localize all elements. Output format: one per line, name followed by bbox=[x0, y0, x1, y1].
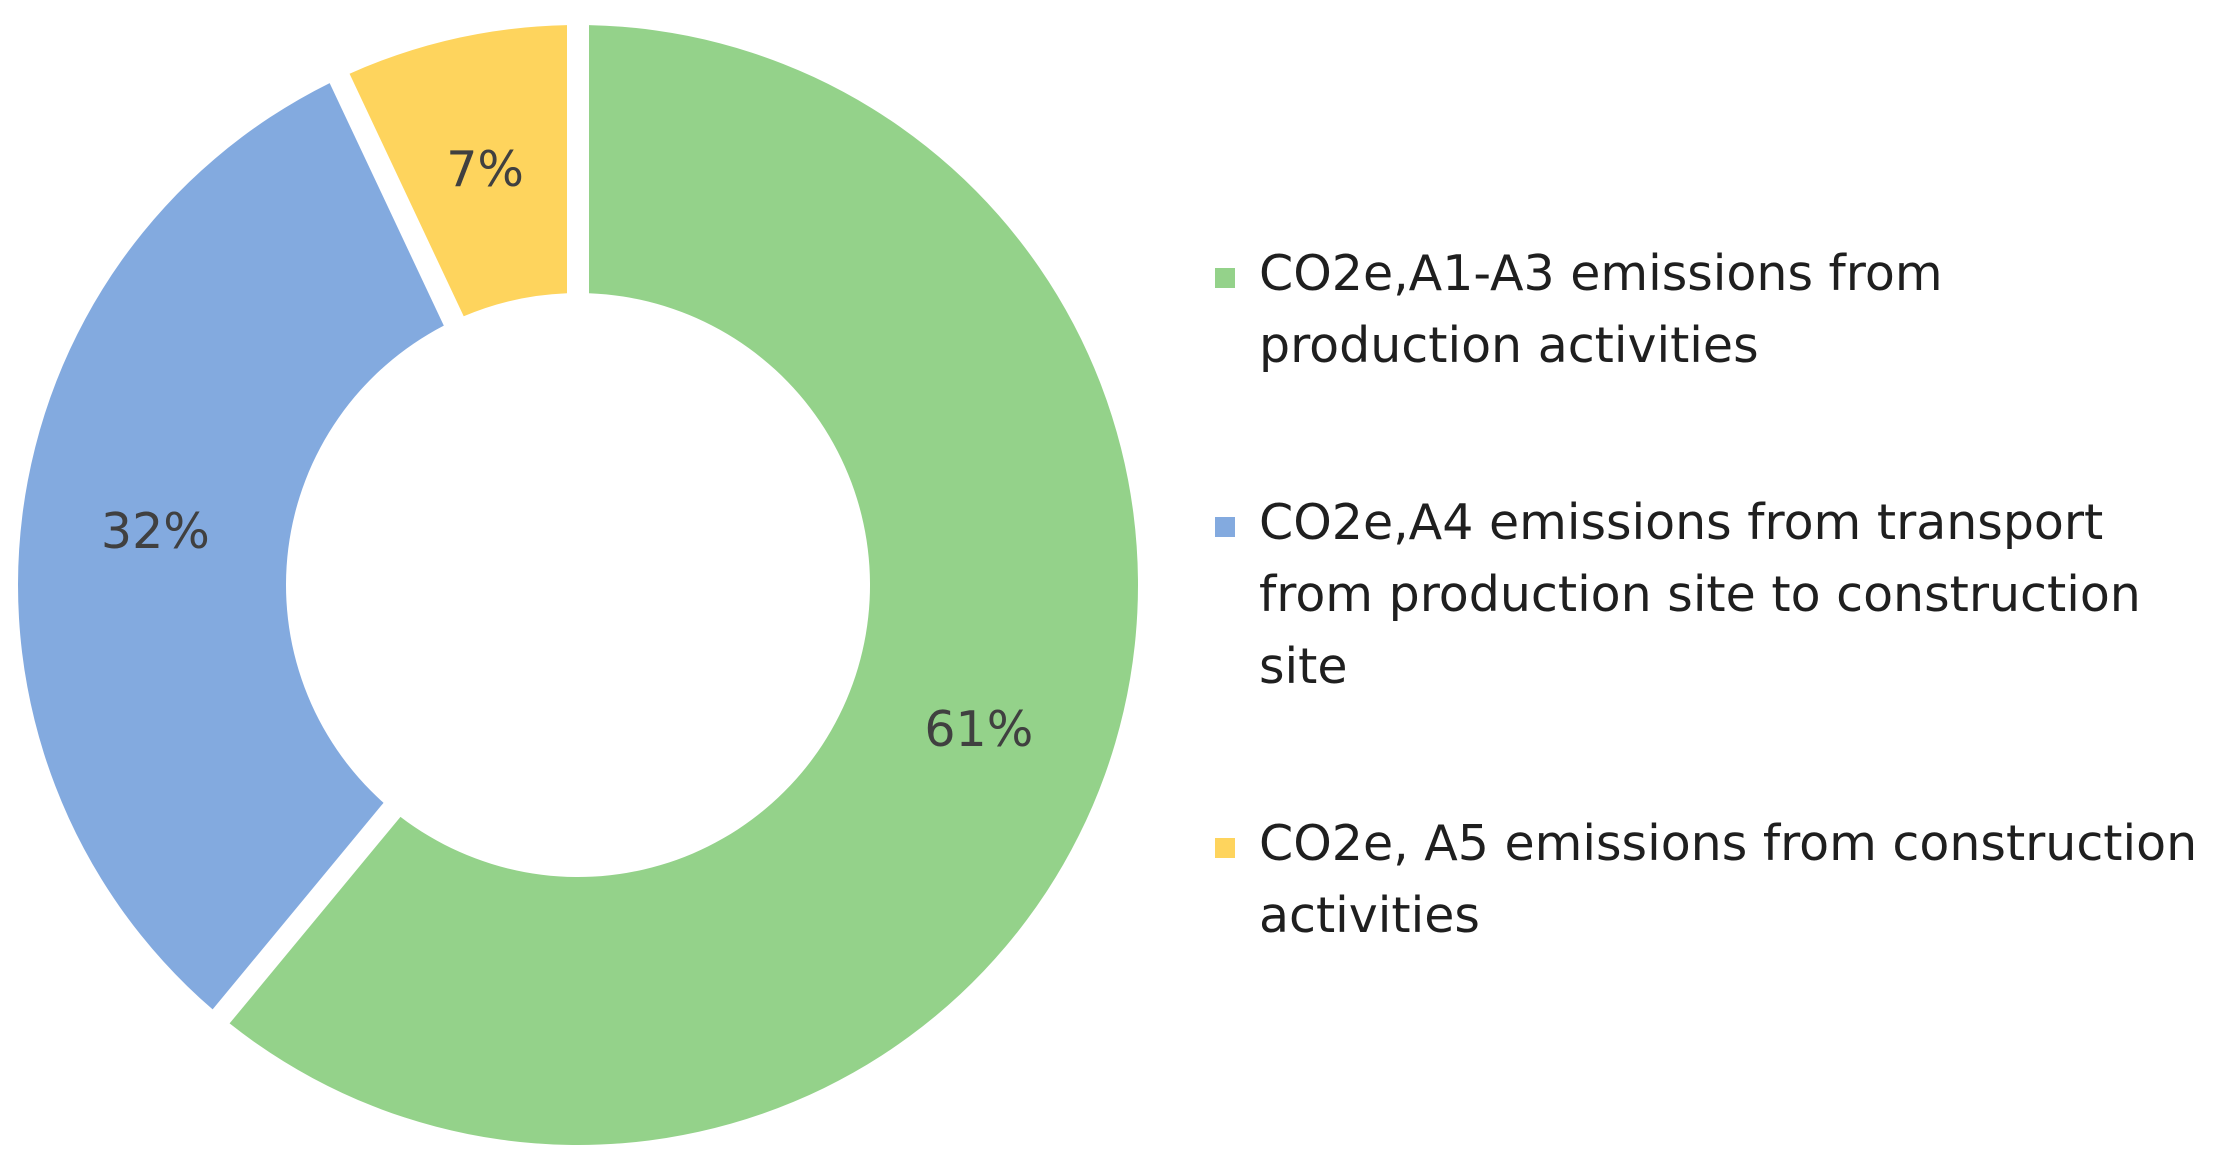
donut-slice-1 bbox=[229, 25, 1139, 1146]
data-label-slice-2: 32% bbox=[101, 503, 210, 560]
legend-label-1: CO2e,A1-A3 emissions from production act… bbox=[1259, 245, 1943, 374]
donut-slice-3 bbox=[349, 25, 567, 317]
chart-data-labels: 61% 32% 7% bbox=[101, 141, 1033, 758]
legend-item-2: CO2e,A4 emissions from transport from pr… bbox=[1215, 487, 2215, 703]
data-label-slice-1: 61% bbox=[924, 701, 1033, 758]
chart-slices bbox=[18, 25, 1139, 1146]
legend-label-2: CO2e,A4 emissions from transport from pr… bbox=[1259, 494, 2141, 695]
legend-swatch-1 bbox=[1215, 268, 1235, 288]
donut-slice-2 bbox=[18, 83, 444, 1010]
legend-swatch-3 bbox=[1215, 838, 1235, 858]
legend-item-1: CO2e,A1-A3 emissions from production act… bbox=[1215, 238, 2215, 382]
legend-item-3: CO2e, A5 emissions from construction act… bbox=[1215, 808, 2215, 952]
legend-swatch-2 bbox=[1215, 517, 1235, 537]
legend-label-3: CO2e, A5 emissions from construction act… bbox=[1259, 815, 2198, 944]
chart-legend: CO2e,A1-A3 emissions from production act… bbox=[1215, 238, 2215, 1057]
data-label-slice-3: 7% bbox=[446, 141, 524, 198]
